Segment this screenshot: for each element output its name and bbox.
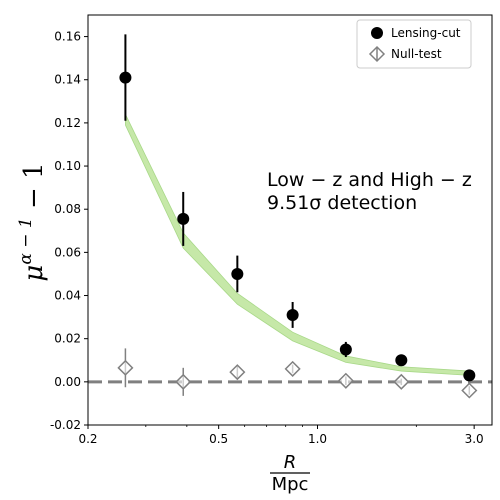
y-axis-label: μα − 1 − 1 (16, 162, 49, 281)
lensing-cut-point (177, 212, 190, 225)
y-label-suffix: − 1 (19, 162, 49, 217)
legend-label-lensing-cut: Lensing-cut (391, 26, 461, 40)
x-tick-label: 3.0 (465, 432, 484, 446)
y-tick-label: 0.06 (54, 245, 81, 259)
x-axis-label: R Mpc (270, 452, 310, 495)
svg-text:μα − 1 − 1: μα − 1 − 1 (16, 162, 49, 281)
y-tick-label: 0.04 (54, 289, 81, 303)
null-test-point (175, 373, 192, 390)
x-tick-label: 0.5 (209, 432, 228, 446)
y-tick-label: 0.14 (54, 73, 81, 87)
lensing-cut-point (395, 354, 408, 367)
y-tick-label: 0.00 (54, 375, 81, 389)
confidence-band (125, 114, 470, 376)
confidence-band-layer (125, 114, 470, 376)
null-test-point (337, 372, 354, 389)
null-test-point (117, 359, 134, 376)
null-test-point (393, 373, 410, 390)
y-tick-label: 0.10 (54, 159, 81, 173)
tick-layer: -0.02 0.00 0.02 0.04 0.06 0.08 0.10 0.12 0.14 0.1… (50, 30, 484, 446)
y-tick-label: -0.02 (50, 418, 81, 432)
x-label-denominator: Mpc (272, 474, 309, 495)
legend-marker-lensing-cut (371, 27, 383, 39)
null-test-point (284, 360, 301, 377)
y-tick-label: 0.12 (54, 116, 81, 130)
lensing-cut-point (339, 343, 352, 356)
x-tick-label: 1.0 (308, 432, 327, 446)
annotation-line-2: 9.51σ detection (267, 192, 417, 214)
legend-label-null-test: Null-test (391, 47, 442, 61)
series-layer (117, 34, 478, 399)
y-tick-label: 0.16 (54, 30, 81, 44)
annotation-line-1: Low − z and High − z (267, 169, 472, 191)
legend-marker-null-test (368, 45, 386, 63)
y-tick-label: 0.08 (54, 202, 81, 216)
null-test-point (461, 382, 478, 399)
legend: Lensing-cut Null-test (356, 19, 472, 69)
y-label-exponent: α − 1 (16, 217, 36, 264)
y-label-base: μ (19, 265, 49, 282)
legend-box (356, 19, 472, 69)
lensing-cut-point (463, 369, 476, 382)
x-tick-label: 0.2 (78, 432, 97, 446)
lensing-cut-point (286, 308, 299, 321)
lensing-cut-point (119, 71, 132, 84)
y-tick-label: 0.02 (54, 332, 81, 346)
x-label-numerator: R (284, 452, 297, 473)
null-test-point (229, 364, 246, 381)
lensing-cut-point (231, 267, 244, 280)
plot-frame (87, 14, 493, 426)
